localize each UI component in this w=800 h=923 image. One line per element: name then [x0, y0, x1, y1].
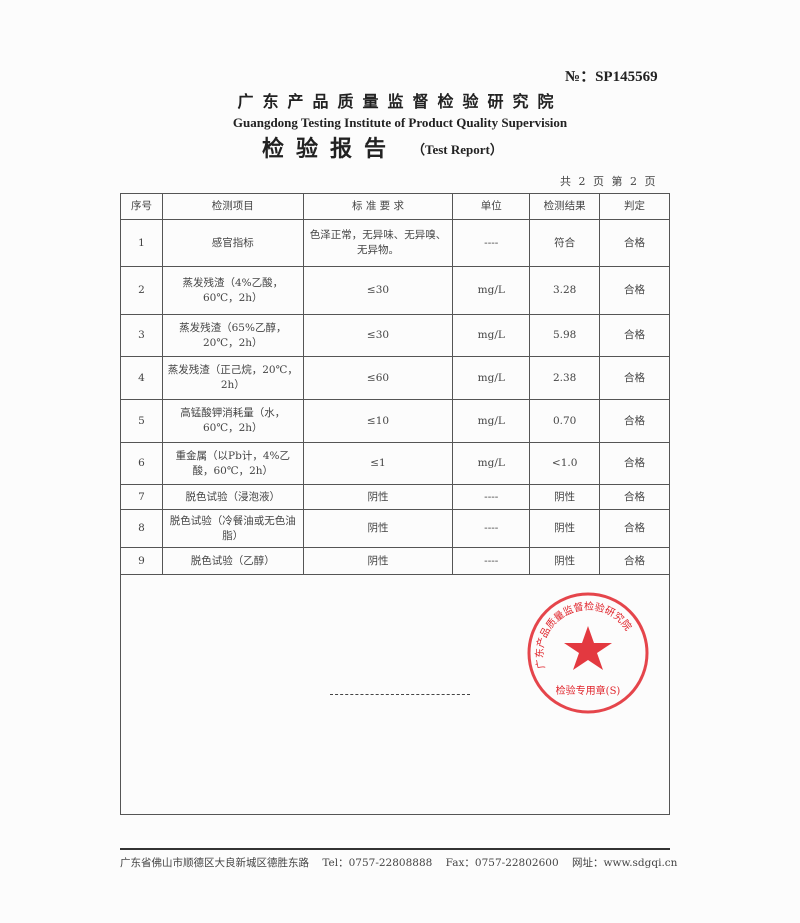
table-row: 6 重金属（以Pb计，4%乙酸，60℃，2h） ≤1 mg/L <1.0 合格 [120, 442, 670, 485]
footer-website: 网址：www.sdgqi.cn [571, 857, 678, 869]
seal-bottom-text: 检验专用章(S) [556, 684, 621, 697]
table-row: 8 脱色试验（冷餐油或无色油脂） 阴性 ---- 阴性 合格 [120, 509, 670, 548]
cell-unit: mg/L [452, 314, 531, 357]
table-row: 1 感官指标 色泽正常，无异味、无异嗅、无异物。 ---- 符合 合格 [120, 219, 670, 267]
cell-item: 高锰酸钾消耗量（水，60℃，2h） [161, 399, 304, 443]
star-icon [564, 626, 612, 670]
cell-unit: ---- [452, 547, 531, 575]
cell-req: 阴性 [302, 547, 454, 575]
cell-result: 3.28 [529, 266, 601, 315]
cell-result: <1.0 [529, 442, 601, 485]
cell-no: 8 [120, 509, 163, 548]
cell-no: 6 [120, 442, 163, 485]
document-number: №：SP145569 [565, 69, 658, 85]
cell-no: 9 [120, 547, 163, 575]
cell-item: 蒸发残渣（65%乙醇，20℃，2h） [161, 314, 304, 357]
col-header: 标 准 要 求 [302, 193, 454, 220]
cell-item: 蒸发残渣（4%乙酸，60℃，2h） [161, 266, 304, 315]
cell-req: ≤30 [302, 266, 454, 315]
cell-result: 阴性 [529, 547, 601, 575]
cell-verdict: 合格 [599, 266, 670, 315]
cell-verdict: 合格 [599, 547, 670, 575]
footer-fax: Fax：0757-22802600 [445, 857, 559, 869]
footer: 广东省佛山市顺德区大良新城区德胜东路 Tel：0757-22808888 Fax… [120, 856, 690, 870]
cell-item: 感官指标 [161, 219, 304, 267]
cell-req: ≤60 [302, 356, 454, 400]
cell-item: 重金属（以Pb计，4%乙酸，60℃，2h） [161, 442, 304, 485]
org-name-cn: 广东产品质量监督检验研究院 [237, 92, 563, 111]
cell-result: 符合 [529, 219, 601, 267]
cell-no: 3 [120, 314, 163, 357]
cell-verdict: 合格 [599, 356, 670, 400]
cell-req: 阴性 [302, 484, 454, 510]
table-header-row: 序号 检测项目 标 准 要 求 单位 检测结果 判定 [120, 193, 670, 220]
cell-item: 蒸发残渣（正己烷，20℃，2h） [161, 356, 304, 400]
cell-result: 2.38 [529, 356, 601, 400]
cell-item: 脱色试验（冷餐油或无色油脂） [161, 509, 304, 548]
col-header: 检测项目 [161, 193, 304, 220]
cell-req: ≤30 [302, 314, 454, 357]
col-header: 序号 [120, 193, 163, 220]
cell-verdict: 合格 [599, 314, 670, 357]
cell-verdict: 合格 [599, 399, 670, 443]
page-info: 共 2 页 第 2 页 [560, 175, 658, 188]
report-title: 检验报告 [262, 136, 399, 162]
cell-no: 4 [120, 356, 163, 400]
cell-req: 阴性 [302, 509, 454, 548]
end-of-report-line [330, 694, 470, 695]
cell-result: 阴性 [529, 509, 601, 548]
cell-req: ≤1 [302, 442, 454, 485]
cell-unit: mg/L [452, 399, 531, 443]
cell-no: 1 [120, 219, 163, 267]
official-seal: 广东产品质量监督检验研究院 检验专用章(S) [527, 592, 649, 714]
col-header: 检测结果 [529, 193, 601, 220]
cell-no: 5 [120, 399, 163, 443]
cell-no: 7 [120, 484, 163, 510]
cell-verdict: 合格 [599, 484, 670, 510]
cell-verdict: 合格 [599, 442, 670, 485]
cell-req: 色泽正常，无异味、无异嗅、无异物。 [302, 219, 454, 267]
cell-no: 2 [120, 266, 163, 315]
footer-address: 广东省佛山市顺德区大良新城区德胜东路 [120, 857, 309, 869]
cell-verdict: 合格 [599, 219, 670, 267]
cell-result: 0.70 [529, 399, 601, 443]
cell-unit: ---- [452, 509, 531, 548]
footer-tel: Tel：0757-22808888 [322, 857, 433, 869]
table-row: 2 蒸发残渣（4%乙酸，60℃，2h） ≤30 mg/L 3.28 合格 [120, 266, 670, 315]
table-row: 3 蒸发残渣（65%乙醇，20℃，2h） ≤30 mg/L 5.98 合格 [120, 314, 670, 357]
cell-item: 脱色试验（乙醇） [161, 547, 304, 575]
cell-result: 阴性 [529, 484, 601, 510]
results-table: 序号 检测项目 标 准 要 求 单位 检测结果 判定 1 感官指标 色泽正常，无异味… [120, 193, 670, 575]
cell-verdict: 合格 [599, 509, 670, 548]
table-row: 4 蒸发残渣（正己烷，20℃，2h） ≤60 mg/L 2.38 合格 [120, 356, 670, 400]
cell-req: ≤10 [302, 399, 454, 443]
cell-unit: mg/L [452, 266, 531, 315]
footer-divider [120, 848, 670, 850]
cell-unit: ---- [452, 219, 531, 267]
table-row: 9 脱色试验（乙醇） 阴性 ---- 阴性 合格 [120, 547, 670, 575]
cell-unit: mg/L [452, 356, 531, 400]
table-row: 7 脱色试验（浸泡液） 阴性 ---- 阴性 合格 [120, 484, 670, 510]
org-name-en: Guangdong Testing Institute of Product Q… [232, 115, 568, 130]
cell-unit: mg/L [452, 442, 531, 485]
col-header: 判定 [599, 193, 670, 220]
cell-result: 5.98 [529, 314, 601, 357]
table-row: 5 高锰酸钾消耗量（水，60℃，2h） ≤10 mg/L 0.70 合格 [120, 399, 670, 443]
col-header: 单位 [452, 193, 531, 220]
cell-unit: ---- [452, 484, 531, 510]
report-title-en: （Test Report） [412, 142, 503, 157]
cell-item: 脱色试验（浸泡液） [161, 484, 304, 510]
